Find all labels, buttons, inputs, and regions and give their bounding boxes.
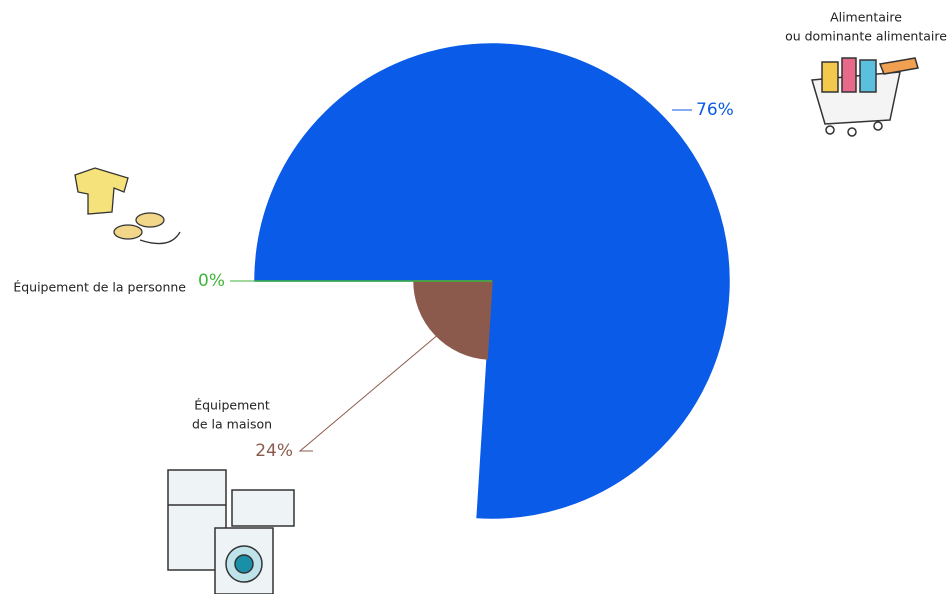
leader-line bbox=[298, 332, 441, 452]
icon-appliances bbox=[167, 469, 295, 594]
value-label: 76% bbox=[696, 100, 734, 120]
icon-cart bbox=[811, 57, 919, 137]
pie-slice bbox=[413, 280, 493, 360]
category-label: Équipement de la personne bbox=[13, 280, 186, 295]
category-label: Équipement bbox=[194, 398, 270, 413]
category-label: ou dominante alimentaire bbox=[785, 29, 947, 44]
category-label: Alimentaire bbox=[830, 10, 902, 25]
value-label: 24% bbox=[255, 441, 293, 461]
icon-clothes bbox=[74, 167, 181, 245]
category-label: de la maison bbox=[192, 417, 272, 432]
pie-slice bbox=[254, 43, 730, 519]
value-label: 0% bbox=[198, 271, 225, 291]
